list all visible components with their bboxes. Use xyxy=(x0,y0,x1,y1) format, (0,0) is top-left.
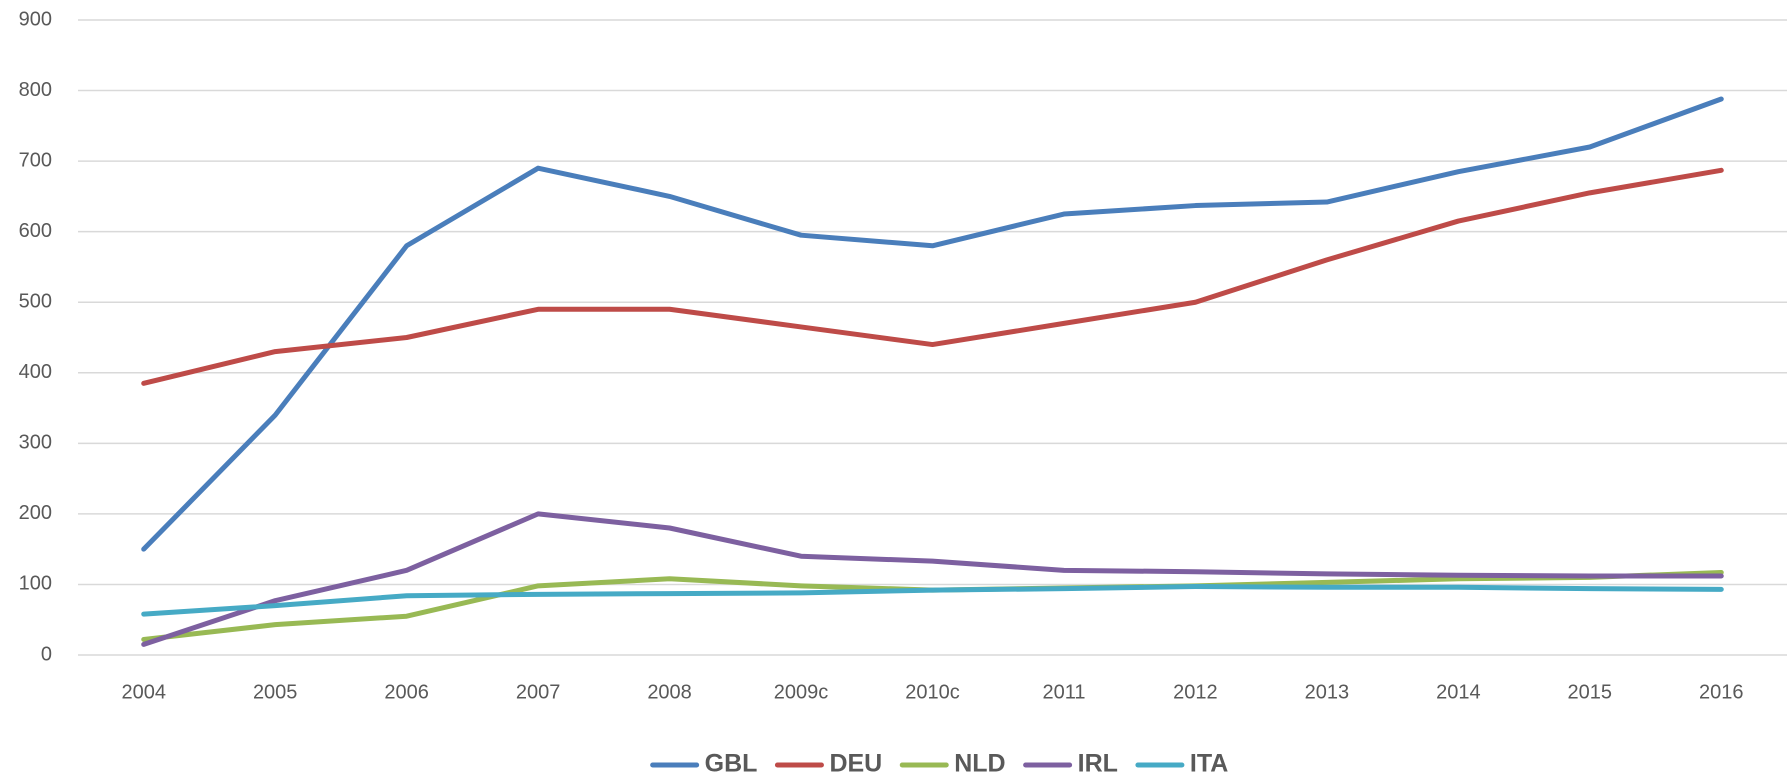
y-tick-label: 100 xyxy=(19,573,52,595)
x-tick-label: 2006 xyxy=(384,681,429,703)
x-tick-label: 2014 xyxy=(1436,681,1481,703)
x-tick-label: 2016 xyxy=(1699,681,1744,703)
y-tick-label: 800 xyxy=(19,79,52,101)
x-tick-label: 2004 xyxy=(121,681,166,703)
legend-label: NLD xyxy=(954,750,1005,778)
x-tick-label: 2009c xyxy=(774,681,829,703)
x-tick-label: 2015 xyxy=(1568,681,1613,703)
legend-label: IRL xyxy=(1078,750,1118,778)
y-tick-label: 900 xyxy=(19,8,52,30)
y-tick-label: 700 xyxy=(19,149,52,171)
legend-label: DEU xyxy=(829,750,882,778)
series-line xyxy=(141,96,1724,552)
series-line xyxy=(141,569,1724,642)
x-tick-label: 2013 xyxy=(1305,681,1350,703)
legend-label: ITA xyxy=(1190,750,1228,778)
y-tick-label: 0 xyxy=(41,643,52,665)
series-line xyxy=(141,584,1724,617)
y-tick-label: 500 xyxy=(19,291,52,313)
y-tick-label: 200 xyxy=(19,502,52,524)
series-line xyxy=(141,167,1724,386)
y-tick-label: 300 xyxy=(19,432,52,454)
x-tick-label: 2007 xyxy=(516,681,561,703)
series-line xyxy=(141,511,1724,647)
x-tick-label: 2011 xyxy=(1042,681,1085,703)
y-tick-label: 400 xyxy=(19,361,52,383)
y-tick-label: 600 xyxy=(19,220,52,242)
x-tick-label: 2005 xyxy=(253,681,298,703)
x-tick-label: 2012 xyxy=(1173,681,1218,703)
x-tick-label: 2008 xyxy=(647,681,692,703)
x-tick-label: 2010c xyxy=(905,681,960,703)
legend-label: GBL xyxy=(705,750,758,778)
